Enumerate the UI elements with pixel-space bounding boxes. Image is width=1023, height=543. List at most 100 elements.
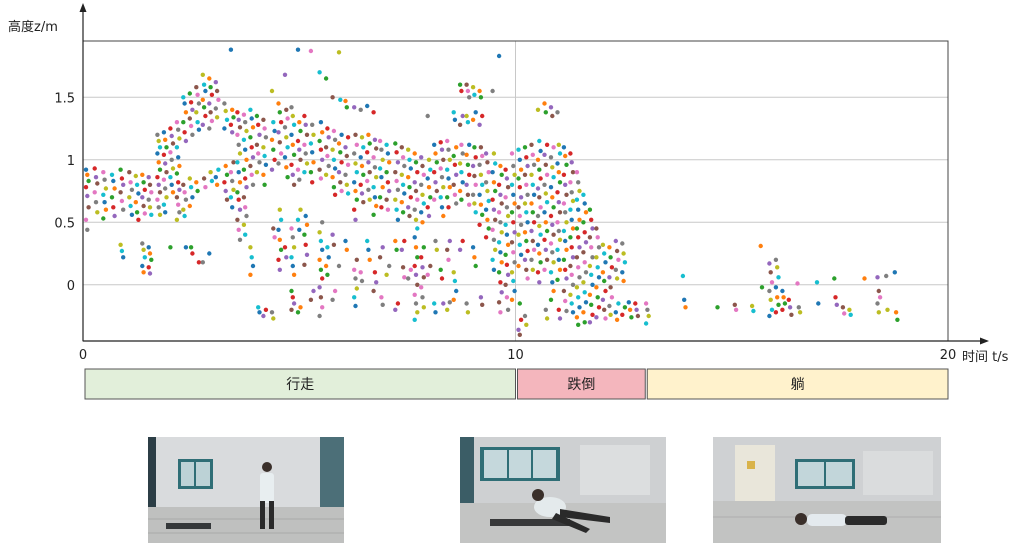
scatter-point [452, 117, 458, 123]
scatter-point [365, 238, 370, 244]
scatter-point [490, 227, 495, 232]
scatter-point [498, 220, 503, 225]
scatter-point [621, 278, 626, 284]
scatter-point [589, 217, 594, 222]
scatter-point [188, 100, 194, 105]
scatter-point [336, 263, 342, 269]
scatter-point [372, 270, 378, 275]
scatter-point [620, 270, 625, 275]
scatter-point [187, 203, 192, 209]
scatter-point [413, 188, 419, 194]
scatter-point [140, 195, 145, 200]
scatter-point [563, 298, 568, 304]
scatter-point [491, 267, 497, 272]
scatter-point [483, 151, 489, 156]
scatter-point [249, 145, 254, 150]
scatter-point [235, 110, 240, 115]
scatter-point [323, 263, 329, 269]
scatter-point [582, 260, 587, 265]
scatter-point [353, 217, 358, 222]
scatter-point [127, 170, 132, 175]
scatter-point [563, 210, 568, 215]
scatter-point [290, 142, 295, 147]
scatter-point [399, 200, 404, 205]
scatter-point [493, 188, 498, 194]
scatter-point [393, 307, 398, 312]
scatter-point [187, 176, 192, 181]
y-tick-label: 0.5 [54, 216, 75, 231]
scatter-point [478, 295, 484, 300]
scatter-point [83, 185, 89, 190]
scatter-point [581, 280, 586, 285]
scatter-point [276, 257, 281, 262]
scatter-point [511, 163, 516, 169]
scatter-point [243, 120, 248, 125]
scatter-point [557, 237, 563, 242]
scatter-point [419, 155, 424, 160]
scatter-point [400, 182, 406, 187]
scatter-point [254, 170, 260, 175]
scatter-point [224, 197, 230, 202]
scatter-point [366, 132, 371, 137]
scatter-point [542, 101, 547, 106]
scatter-point [884, 273, 889, 279]
scatter-point [353, 188, 358, 194]
scatter-point [118, 242, 123, 247]
scatter-point [379, 295, 384, 300]
scatter-point [587, 320, 593, 325]
scatter-point [769, 280, 775, 285]
scatter-point [446, 147, 451, 152]
scatter-point [361, 145, 366, 150]
scatter-point [298, 207, 303, 212]
scatter-point [318, 147, 324, 152]
scatter-point [622, 260, 628, 265]
scatter-point [201, 105, 207, 110]
scatter-point [556, 200, 561, 205]
scatter-point [472, 92, 477, 98]
scatter-point [385, 151, 391, 156]
scatter-point [516, 232, 521, 237]
scatter-point [452, 278, 458, 284]
scatter-point [285, 116, 290, 121]
scatter-point [402, 238, 407, 244]
scatter-point [257, 160, 262, 165]
scatter-point [377, 166, 383, 171]
scatter-point [276, 130, 281, 135]
scatter-point [393, 197, 398, 202]
scatter-point [263, 162, 269, 167]
scatter-point [432, 301, 437, 306]
scatter-point [538, 260, 543, 265]
scatter-point [608, 312, 613, 317]
scatter-point [393, 238, 398, 244]
scatter-point [214, 182, 220, 187]
scatter-point [408, 166, 413, 171]
scatter-point [464, 301, 469, 306]
scatter-point [564, 220, 569, 225]
scatter-point [134, 210, 140, 215]
scatter-point [535, 270, 541, 275]
scatter-point [230, 107, 235, 113]
scatter-point [524, 267, 529, 272]
scatter-point [522, 145, 528, 150]
scatter-point [613, 267, 618, 272]
scatter-point [269, 88, 275, 94]
scatter-point [231, 160, 236, 165]
scatter-point [111, 205, 116, 210]
scatter-point [459, 170, 464, 175]
scatter-point [399, 172, 404, 177]
scatter-point [576, 295, 581, 300]
scatter-point [885, 307, 890, 312]
scatter-point [181, 207, 186, 212]
scatter-point [291, 182, 297, 187]
scatter-point [412, 235, 417, 240]
scatter-point [295, 47, 301, 52]
scatter-point [524, 210, 529, 215]
scatter-point [595, 265, 600, 270]
scatter-point [602, 307, 607, 312]
scatter-point [415, 226, 420, 231]
scatter-point [503, 195, 508, 200]
scatter-point [537, 223, 542, 229]
scatter-point [339, 132, 344, 137]
scatter-point [582, 201, 587, 206]
scatter-point [213, 80, 218, 85]
